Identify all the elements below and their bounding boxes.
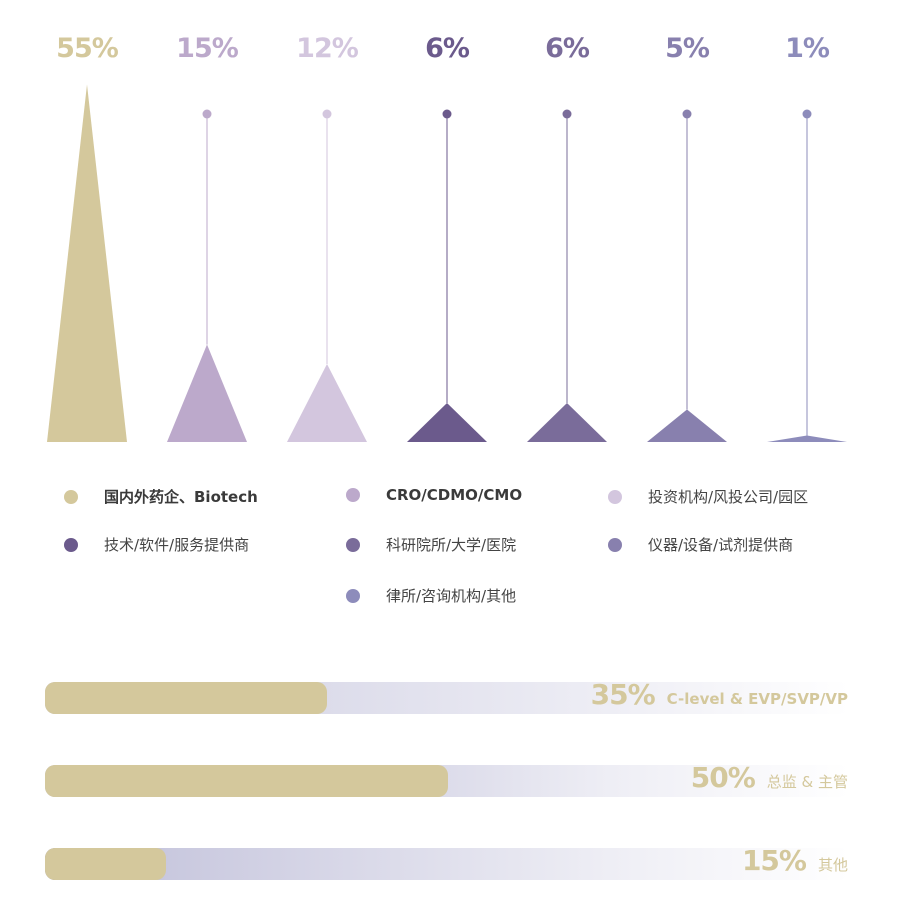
- legend-dot-icon: [346, 588, 360, 603]
- triangle-mark: [167, 344, 247, 442]
- bar-category: 总监 & 主管: [766, 773, 848, 791]
- legend-item: 律所/咨询机构/其他: [346, 585, 516, 606]
- legend-label: 投资机构/风投公司/园区: [648, 488, 809, 506]
- legend-item: CRO/CDMO/CMO: [346, 486, 522, 504]
- bar-fill: [45, 682, 327, 714]
- legend-item: 投资机构/风投公司/园区: [608, 486, 808, 507]
- legend-dot-icon: [346, 537, 360, 552]
- legend-label: 科研院所/大学/医院: [386, 536, 517, 554]
- legend-label: 仪器/设备/试剂提供商: [648, 536, 794, 554]
- legend-item: 科研院所/大学/医院: [346, 534, 516, 555]
- value-label: 1%: [785, 33, 830, 64]
- bar-value: 35%: [590, 678, 656, 711]
- triangle-mark: [767, 435, 847, 442]
- triangle-mark: [287, 364, 367, 442]
- bar-category: 其他: [817, 856, 848, 874]
- bar-value: 15%: [741, 844, 807, 877]
- triangle-mark: [647, 409, 727, 442]
- bar-fill: [45, 848, 166, 880]
- triangle-mark: [407, 403, 487, 442]
- triangle-chart: 55% 15% 12% 6% 6% 5% 1%: [47, 33, 847, 442]
- bar-track: [45, 848, 850, 880]
- legend-dot-icon: [608, 537, 622, 552]
- legend-label: 国内外药企、Biotech: [104, 488, 258, 506]
- legend-label: CRO/CDMO/CMO: [386, 486, 523, 504]
- value-label: 5%: [665, 33, 710, 64]
- value-label: 12%: [296, 33, 359, 64]
- legend-dot-icon: [608, 489, 622, 504]
- leader-dot: [562, 109, 572, 119]
- legend-dot-icon: [64, 489, 78, 504]
- legend-label: 律所/咨询机构/其他: [386, 587, 517, 605]
- legend-dot-icon: [346, 488, 360, 502]
- value-label: 15%: [176, 33, 239, 64]
- legend-dot-icon: [64, 537, 78, 552]
- triangle-mark: [47, 84, 127, 442]
- leader-dot: [202, 109, 212, 119]
- value-label: 6%: [545, 33, 590, 64]
- bar-fill: [45, 765, 448, 797]
- value-label: 6%: [425, 33, 470, 64]
- value-label: 55%: [56, 33, 119, 64]
- leader-dot: [442, 109, 452, 119]
- bar-category: C-level & EVP/SVP/VP: [666, 690, 848, 708]
- bar-track: [45, 765, 850, 797]
- bar-label: 15% 其他: [742, 844, 848, 877]
- leader-dot: [682, 109, 692, 119]
- legend-item: 国内外药企、Biotech: [64, 486, 258, 507]
- legend-item: 技术/软件/服务提供商: [64, 534, 249, 555]
- legend-item: 仪器/设备/试剂提供商: [608, 534, 793, 555]
- legend-label: 技术/软件/服务提供商: [104, 536, 250, 554]
- bar-label: 50% 总监 & 主管: [691, 761, 848, 794]
- bar-label: 35% C-level & EVP/SVP/VP: [591, 678, 848, 711]
- bar-value: 50%: [690, 761, 756, 794]
- triangle-mark: [527, 403, 607, 442]
- leader-dot: [802, 109, 812, 119]
- leader-dot: [322, 109, 332, 119]
- bar-track: [45, 682, 850, 714]
